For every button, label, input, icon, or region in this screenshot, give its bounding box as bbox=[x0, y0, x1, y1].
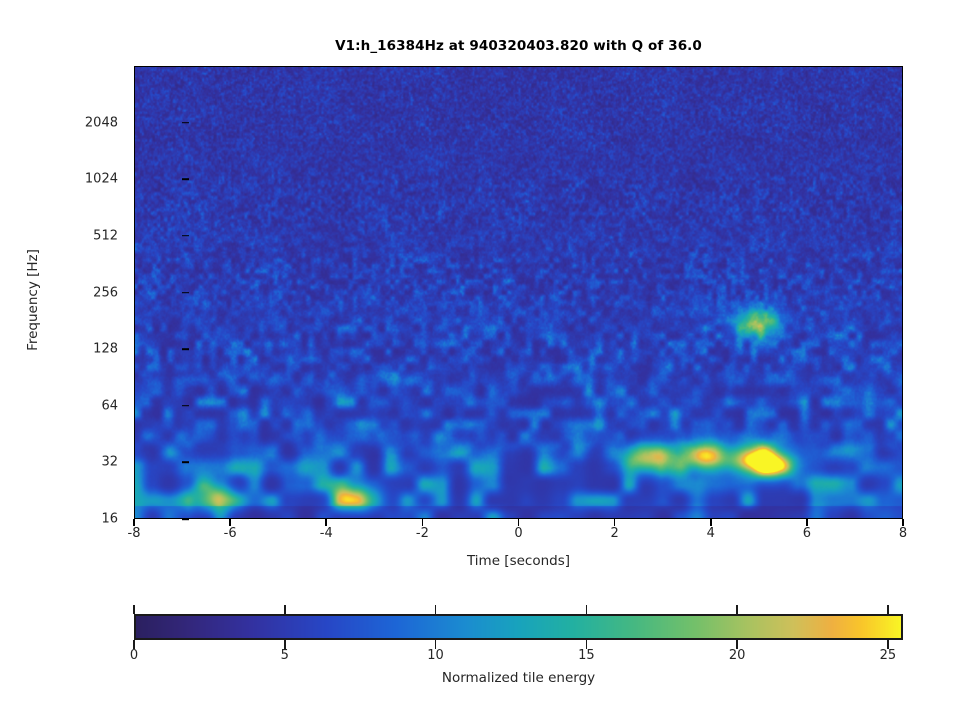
y-tick-mark bbox=[182, 291, 189, 294]
x-tick-label: 8 bbox=[898, 526, 908, 541]
colorbar-tick-label: 5 bbox=[280, 648, 289, 663]
y-tick-mark bbox=[182, 178, 189, 181]
x-tick-label: 4 bbox=[706, 526, 715, 541]
x-tick-label: -4 bbox=[319, 526, 333, 541]
colorbar-tick-mark bbox=[887, 640, 889, 649]
x-tick-label: -2 bbox=[415, 526, 429, 541]
colorbar-tick-label: 0 bbox=[129, 648, 139, 663]
x-tick-label: 2 bbox=[610, 526, 619, 541]
y-tick-label: 512 bbox=[93, 228, 118, 244]
colorbar-tick-mark bbox=[283, 640, 286, 649]
y-tick-label: 128 bbox=[93, 341, 118, 357]
page-title: V1:h_16384Hz at 940320403.820 with Q of … bbox=[335, 38, 702, 54]
y-tick-label: 32 bbox=[101, 454, 118, 470]
colorbar-tick-mark bbox=[736, 605, 738, 614]
colorbar-tick-mark bbox=[585, 640, 588, 649]
y-tick-mark bbox=[182, 235, 189, 237]
y-tick-mark bbox=[182, 461, 189, 464]
colorbar-tick-label: 20 bbox=[728, 648, 746, 663]
x-tick-mark bbox=[133, 519, 135, 526]
x-tick-label: -8 bbox=[127, 526, 141, 541]
x-tick-label: 6 bbox=[802, 526, 812, 541]
x-axis-label: Time [seconds] bbox=[466, 553, 571, 569]
y-tick-mark bbox=[182, 121, 189, 124]
colorbar-tick-mark bbox=[133, 605, 135, 614]
x-tick-mark bbox=[421, 519, 424, 526]
y-tick-mark bbox=[182, 404, 189, 407]
colorbar-tick-mark bbox=[133, 640, 135, 649]
colorbar bbox=[134, 614, 903, 640]
colorbar-label: Normalized tile energy bbox=[441, 670, 596, 686]
y-axis-ticks: 16 32 64 128 256 512 1024 2048 bbox=[56, 0, 189, 720]
x-tick-mark bbox=[902, 519, 904, 526]
colorbar-tick-label: 25 bbox=[879, 648, 897, 663]
x-tick-mark bbox=[325, 519, 328, 526]
spectrogram-image bbox=[135, 67, 902, 518]
x-tick-mark bbox=[806, 519, 808, 526]
colorbar-tick-mark bbox=[283, 605, 286, 614]
y-tick-label: 1024 bbox=[84, 171, 118, 187]
colorbar-gradient bbox=[136, 616, 901, 638]
colorbar-tick-label: 10 bbox=[427, 648, 444, 663]
colorbar-tick-label: 15 bbox=[578, 648, 595, 663]
y-tick-label: 64 bbox=[101, 398, 118, 414]
y-tick-label: 256 bbox=[93, 285, 118, 300]
x-tick-mark bbox=[613, 519, 616, 526]
y-axis-label: Frequency [Hz] bbox=[25, 249, 41, 351]
x-tick-mark bbox=[517, 519, 520, 526]
spectrogram-axes bbox=[134, 66, 903, 519]
colorbar-tick-mark bbox=[434, 640, 437, 649]
x-tick-mark bbox=[229, 519, 231, 526]
y-tick-mark bbox=[182, 348, 189, 350]
y-tick-mark bbox=[182, 518, 189, 520]
x-tick-label: 0 bbox=[514, 526, 523, 541]
colorbar-tick-mark bbox=[736, 640, 738, 649]
colorbar-tick-mark bbox=[434, 605, 437, 614]
colorbar-tick-mark bbox=[887, 605, 889, 614]
y-tick-label: 16 bbox=[101, 511, 118, 527]
colorbar-tick-mark bbox=[585, 605, 588, 614]
x-tick-mark bbox=[709, 519, 712, 526]
x-tick-label: -6 bbox=[223, 526, 237, 541]
y-tick-label: 2048 bbox=[84, 115, 118, 131]
